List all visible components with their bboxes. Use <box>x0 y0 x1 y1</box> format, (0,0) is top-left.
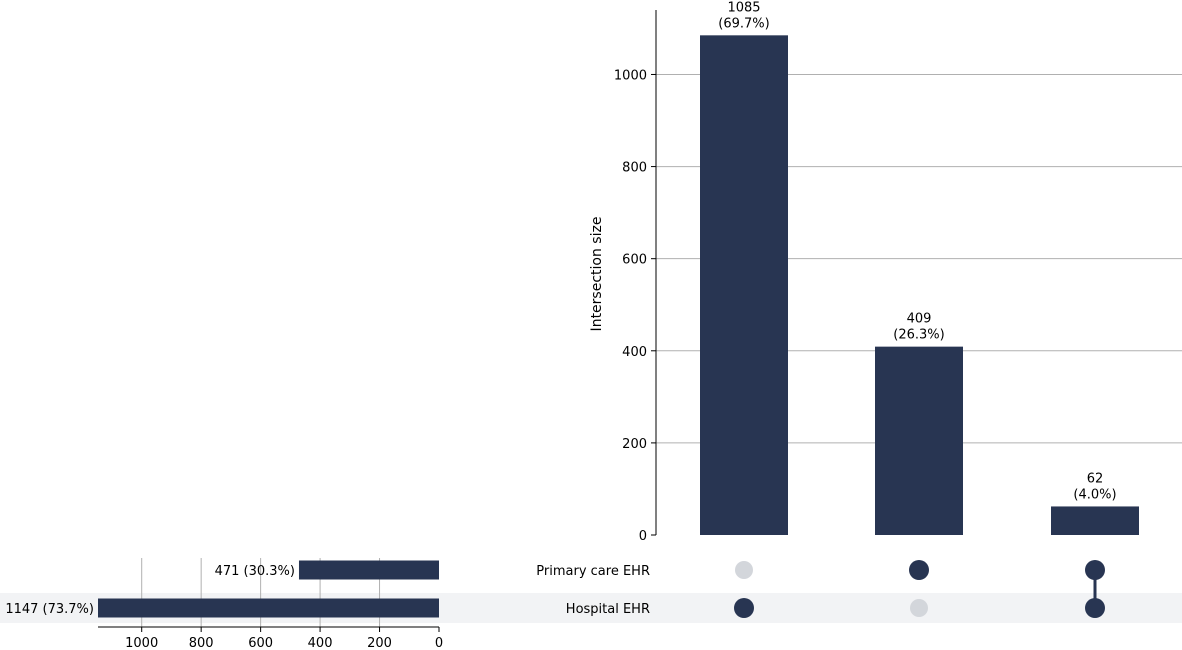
set-size-tick-label: 600 <box>248 636 273 650</box>
set-size-bar <box>298 560 439 580</box>
y-tick-label: 400 <box>622 345 647 360</box>
membership-matrix <box>734 560 1105 618</box>
y-tick-label: 200 <box>622 437 647 452</box>
matrix-dot-active <box>1085 560 1105 580</box>
set-size-label: 1147 (73.7%) <box>5 602 94 617</box>
intersection-percent-label: (4.0%) <box>1073 487 1116 502</box>
set-size-tick-label: 1000 <box>125 636 158 650</box>
set-size-bar <box>98 598 439 618</box>
intersection-bar <box>1051 506 1139 535</box>
intersection-bar <box>700 35 788 535</box>
intersection-percent-label: (69.7%) <box>718 16 769 31</box>
set-size-label: 471 (30.3%) <box>215 564 295 579</box>
matrix-dot-active <box>734 598 754 618</box>
intersection-percent-label: (26.3%) <box>893 328 944 343</box>
matrix-dot-inactive <box>910 599 928 617</box>
intersection-y-axis-label: Intersection size <box>589 217 605 332</box>
set-names: Primary care EHR Hospital EHR <box>536 564 650 617</box>
matrix-dot-active <box>1085 598 1105 618</box>
matrix-dot-inactive <box>735 561 753 579</box>
y-tick-label: 1000 <box>614 68 647 83</box>
y-tick-label: 600 <box>622 253 647 268</box>
intersection-y-axis: 0 200 400 600 800 1000 <box>614 10 657 544</box>
intersection-bar-labels: 1085(69.7%) 409(26.3%) 62(4.0%) <box>718 0 1116 502</box>
set-size-tick-label: 200 <box>367 636 392 650</box>
y-tick-label: 800 <box>622 161 647 176</box>
y-tick-label: 0 <box>639 529 647 544</box>
set-size-tick-label: 800 <box>189 636 214 650</box>
set-size-bars <box>98 560 439 618</box>
set-size-labels: 471 (30.3%) 1147 (73.7%) <box>5 564 295 617</box>
set-size-tick-label: 0 <box>435 636 443 650</box>
intersection-value-label: 409 <box>907 312 932 327</box>
set-name-label: Hospital EHR <box>566 602 650 617</box>
matrix-dot-active <box>909 560 929 580</box>
set-name-label: Primary care EHR <box>536 564 650 579</box>
set-size-x-axis: 1000 800 600 400 200 0 <box>98 626 443 650</box>
intersection-value-label: 1085 <box>727 0 760 15</box>
set-size-tick-label: 400 <box>308 636 333 650</box>
intersection-bars <box>700 35 1139 535</box>
intersection-bar <box>875 346 963 535</box>
intersection-value-label: 62 <box>1087 471 1104 486</box>
